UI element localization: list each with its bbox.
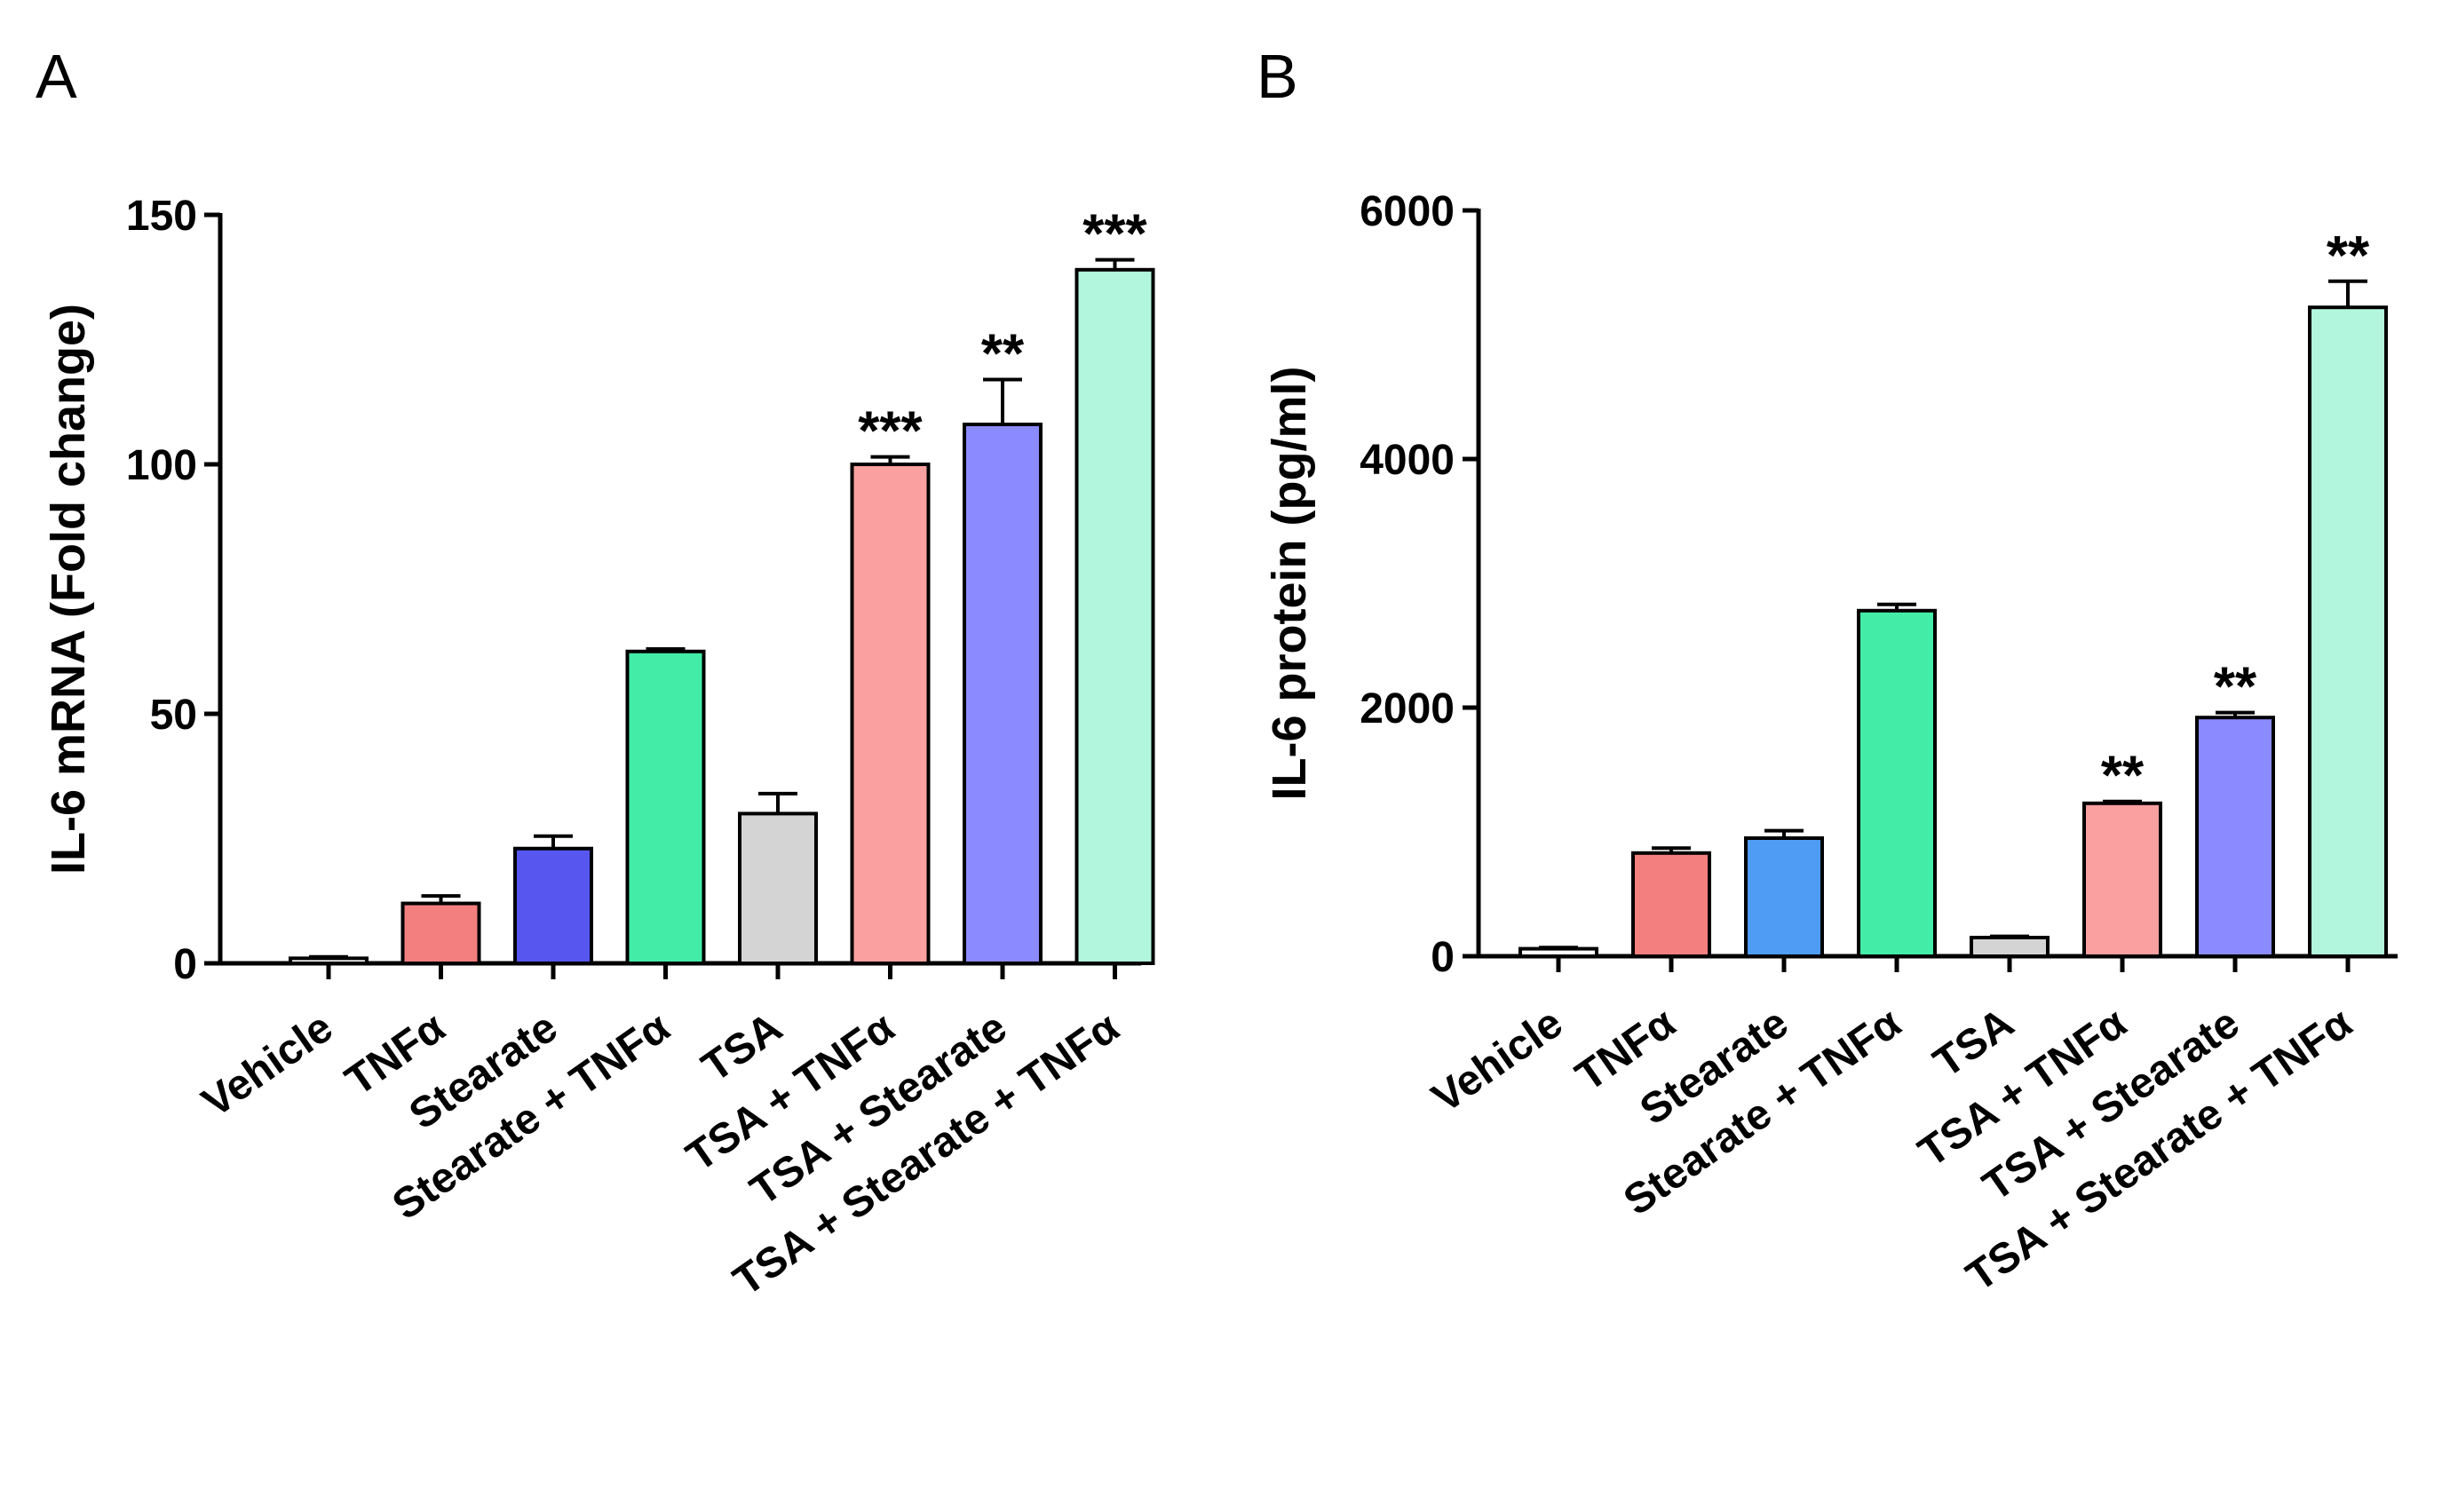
y-tick-label: 0 xyxy=(1431,934,1455,981)
significance-label: *** xyxy=(858,401,923,463)
significance-label: ** xyxy=(2101,746,2145,807)
y-tick-label: 50 xyxy=(150,692,197,739)
y-tick-label: 4000 xyxy=(1360,437,1455,484)
bar xyxy=(1518,946,1598,958)
y-axis-label: IL-6 protein (pg/ml) xyxy=(1263,367,1316,801)
y-tick-label: 0 xyxy=(173,941,197,988)
bar xyxy=(289,956,369,966)
bar xyxy=(2195,716,2275,958)
significance-label: ** xyxy=(2327,226,2370,287)
y-tick-label: 6000 xyxy=(1360,188,1455,235)
panel-a: A IL-6 mRNA (Fold change) 0 50 100 150 Vehicle… xyxy=(36,42,1155,1305)
significance-label: ** xyxy=(2214,657,2257,718)
y-tick-label: 2000 xyxy=(1360,685,1455,732)
bar xyxy=(963,423,1043,966)
bar xyxy=(2308,305,2388,958)
panel-b: B IL-6 protein (pg/ml) 0 2000 4000 6000 Vehicl… xyxy=(1257,42,2398,1301)
significance-label: ** xyxy=(981,323,1025,384)
bar xyxy=(738,811,818,966)
x-tick-label: Vehicle xyxy=(1423,1000,1571,1122)
panel-letter: B xyxy=(1257,42,1298,111)
bar xyxy=(850,463,931,965)
significance-label: *** xyxy=(1082,204,1147,265)
y-tick-label: 150 xyxy=(126,193,197,240)
bar xyxy=(1970,936,2050,958)
bar xyxy=(1631,851,1711,958)
x-tick-label: Vehicle xyxy=(194,1004,341,1127)
bar xyxy=(513,846,593,965)
bar xyxy=(1744,836,1824,958)
y-tick-label: 100 xyxy=(126,442,197,489)
bar xyxy=(400,901,481,965)
bar xyxy=(1074,267,1155,965)
y-axis-label: IL-6 mRNA (Fold change) xyxy=(42,304,95,875)
panel-letter: A xyxy=(36,42,77,111)
bar xyxy=(2082,801,2162,958)
bar xyxy=(625,649,706,965)
bar xyxy=(1857,608,1937,958)
